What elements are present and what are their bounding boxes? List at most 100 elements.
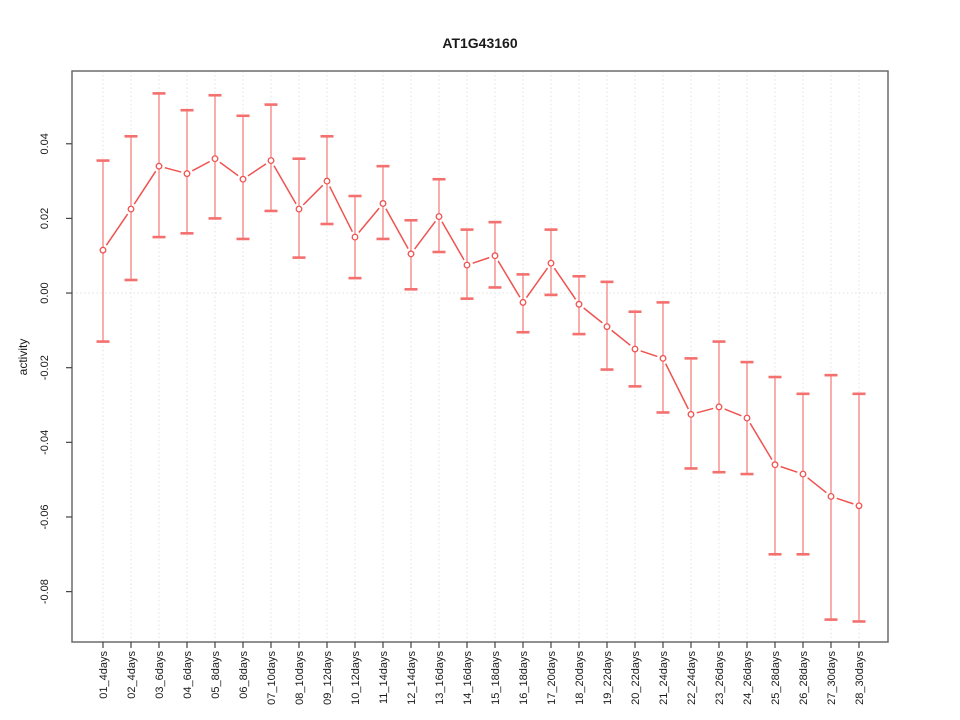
series-segment [329,186,353,233]
series-segment [553,267,577,300]
x-tick-label: 21_24days [658,651,670,705]
data-point-marker [491,252,499,260]
x-tick-label: 11_14days [378,651,390,705]
data-point-marker [855,502,863,510]
series-segment [724,408,742,417]
x-tick-label: 25_28days [770,651,782,705]
data-point-marker [183,170,191,178]
x-tick-label: 09_12days [322,651,334,705]
data-point-marker [379,200,387,207]
series-segment [247,163,267,177]
data-point-marker [575,300,583,308]
series-segment [665,363,689,410]
data-point-marker [127,205,135,213]
series-segment [583,307,603,324]
x-tick-label: 01_4days [98,651,110,699]
chart-title: AT1G43160 [442,35,517,51]
series-segment [133,170,157,205]
series-segment [640,350,658,358]
data-point-marker [603,323,611,331]
x-tick-label: 15_18days [490,651,502,705]
data-points-group [99,155,863,510]
data-point-marker [155,162,163,170]
x-tick-label: 19_22days [602,651,614,705]
y-tick-label: 0.04 [39,133,51,154]
series-segment [414,220,436,250]
series-segment [611,329,631,346]
series-segment [807,477,827,494]
series-segment [105,213,129,246]
data-point-marker [771,461,779,469]
x-tick-label: 20_22days [630,651,642,705]
x-tick-label: 02_4days [126,651,138,699]
x-tick-label: 14_16days [462,651,474,705]
data-point-marker [631,345,639,353]
x-tick-label: 18_20days [574,651,586,705]
x-tick-label: 24_26days [742,651,754,705]
data-point-marker [715,403,723,411]
data-point-marker [351,233,359,241]
series-segment [749,422,773,460]
series-segment [385,208,409,249]
data-point-marker [407,250,415,258]
x-tick-label: 06_8days [238,651,250,699]
x-tick-label: 26_28days [798,651,810,705]
series-segment [497,260,521,298]
axis-ticks-group [66,143,860,648]
series-segment [836,497,854,505]
data-point-marker [799,470,807,478]
data-point-marker [267,157,275,165]
series-segment [219,161,239,177]
y-tick-label: 0.02 [39,208,51,229]
data-point-marker [323,177,331,185]
data-point-marker [519,298,527,306]
series-segment [696,407,714,414]
series-segment [302,184,324,206]
x-tick-label: 07_10days [266,651,278,705]
x-tick-label: 17_20days [546,651,558,705]
error-bars-group [96,92,866,623]
series-segment [358,207,380,233]
series-segment [191,160,211,172]
x-tick-label: 03_6days [154,651,166,699]
x-tick-label: 23_26days [714,651,726,705]
x-tick-label: 16_18days [518,651,530,705]
x-tick-label: 05_8days [210,651,222,699]
data-point-marker [827,493,835,500]
y-tick-labels-group: 0.04 0.02 0.00 -0.02 -0.04 -0.06 -0.08 [39,133,51,604]
series-segment [441,221,465,261]
data-point-marker [239,175,247,183]
x-tick-label: 08_10days [294,651,306,705]
data-point-marker [743,414,751,422]
x-tick-label: 28_30days [854,651,866,705]
data-point-marker [99,246,107,254]
series-segment [780,465,798,473]
y-tick-label: -0.02 [39,355,51,380]
data-point-marker [659,354,667,362]
plot-frame-group [71,70,889,643]
data-point-marker [687,410,695,418]
data-point-marker [435,213,443,220]
y-axis-label: activity [16,339,30,376]
series-segment [525,267,549,298]
x-tick-label: 22_24days [686,651,698,705]
series-segment [472,256,490,264]
series-line-group [105,160,854,505]
x-tick-label: 12_14days [406,651,418,705]
y-tick-label: -0.06 [39,504,51,529]
data-point-marker [211,155,219,163]
x-tick-label: 10_12days [350,651,362,705]
series-segment [164,166,182,173]
y-tick-label: -0.08 [39,579,51,604]
x-tick-label: 13_16days [434,651,446,705]
y-tick-label: -0.04 [39,430,51,455]
x-tick-label: 27_30days [826,651,838,705]
data-point-marker [547,259,555,267]
x-tick-labels-group: 01_4days 02_4days 03_6days 04_6days 05_8days… [98,651,866,705]
data-point-marker [295,205,303,213]
plot-frame [71,70,889,643]
y-tick-label: 0.00 [39,282,51,303]
x-tick-label: 04_6days [182,651,194,699]
